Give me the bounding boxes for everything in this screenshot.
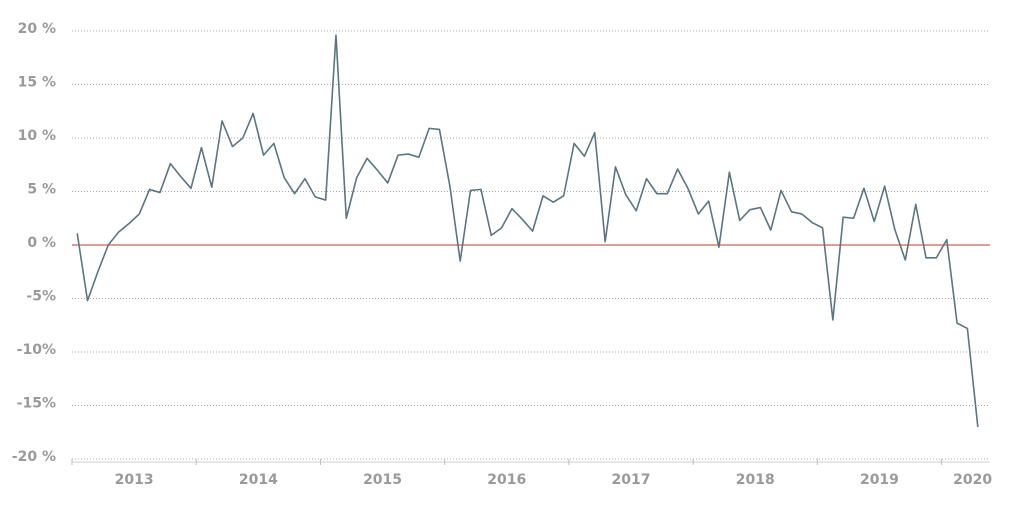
y-tick-label: -5%	[26, 289, 56, 305]
y-tick-label: 15 %	[18, 75, 56, 91]
x-tick-label: 2013	[115, 472, 154, 488]
x-tick-label: 2020	[953, 472, 992, 488]
data-line	[76, 34, 979, 427]
x-tick-label: 2017	[612, 472, 651, 488]
x-tick-label: 2018	[736, 472, 775, 488]
y-tick-label: -20 %	[12, 449, 56, 465]
y-tick-label: 20 %	[18, 21, 56, 37]
x-tick-label: 2015	[363, 472, 402, 488]
x-tick-label: 2019	[860, 472, 899, 488]
y-tick-label: -10%	[17, 342, 56, 358]
x-tick-label: 2016	[487, 472, 526, 488]
y-tick-label: 10 %	[18, 128, 56, 144]
y-tick-label: 0 %	[27, 235, 56, 251]
y-tick-label: 5 %	[27, 182, 56, 198]
y-tick-label: -15%	[17, 396, 56, 412]
x-tick-label: 2014	[239, 472, 278, 488]
